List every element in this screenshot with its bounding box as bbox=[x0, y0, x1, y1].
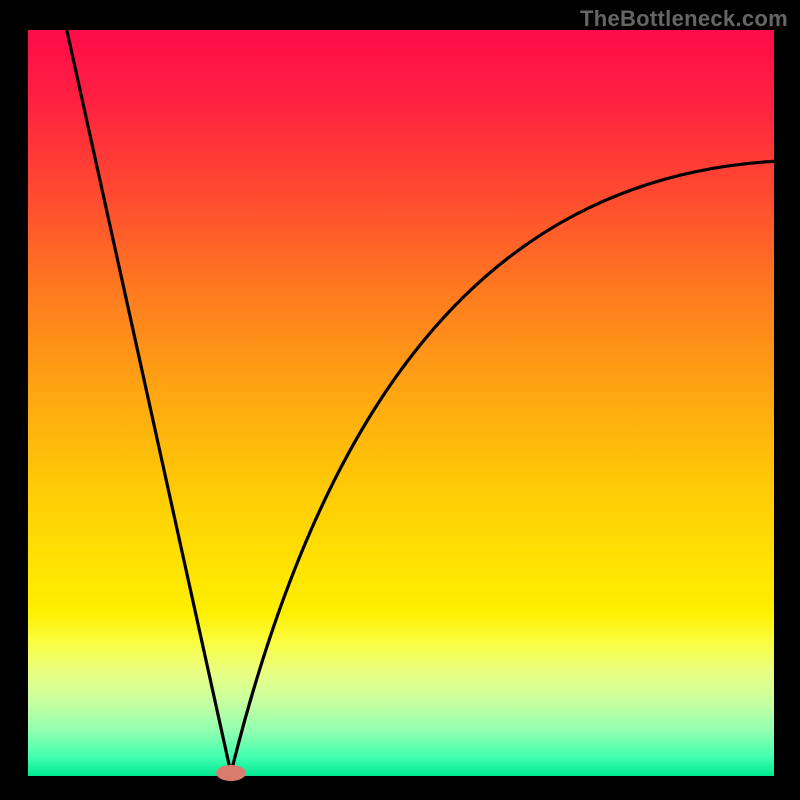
curve-path bbox=[67, 30, 774, 773]
chart-container: TheBottleneck.com bbox=[0, 0, 800, 800]
attribution-text: TheBottleneck.com bbox=[580, 6, 788, 32]
minimum-marker bbox=[216, 765, 246, 781]
bottleneck-curve bbox=[28, 30, 774, 776]
plot-area bbox=[28, 30, 774, 776]
